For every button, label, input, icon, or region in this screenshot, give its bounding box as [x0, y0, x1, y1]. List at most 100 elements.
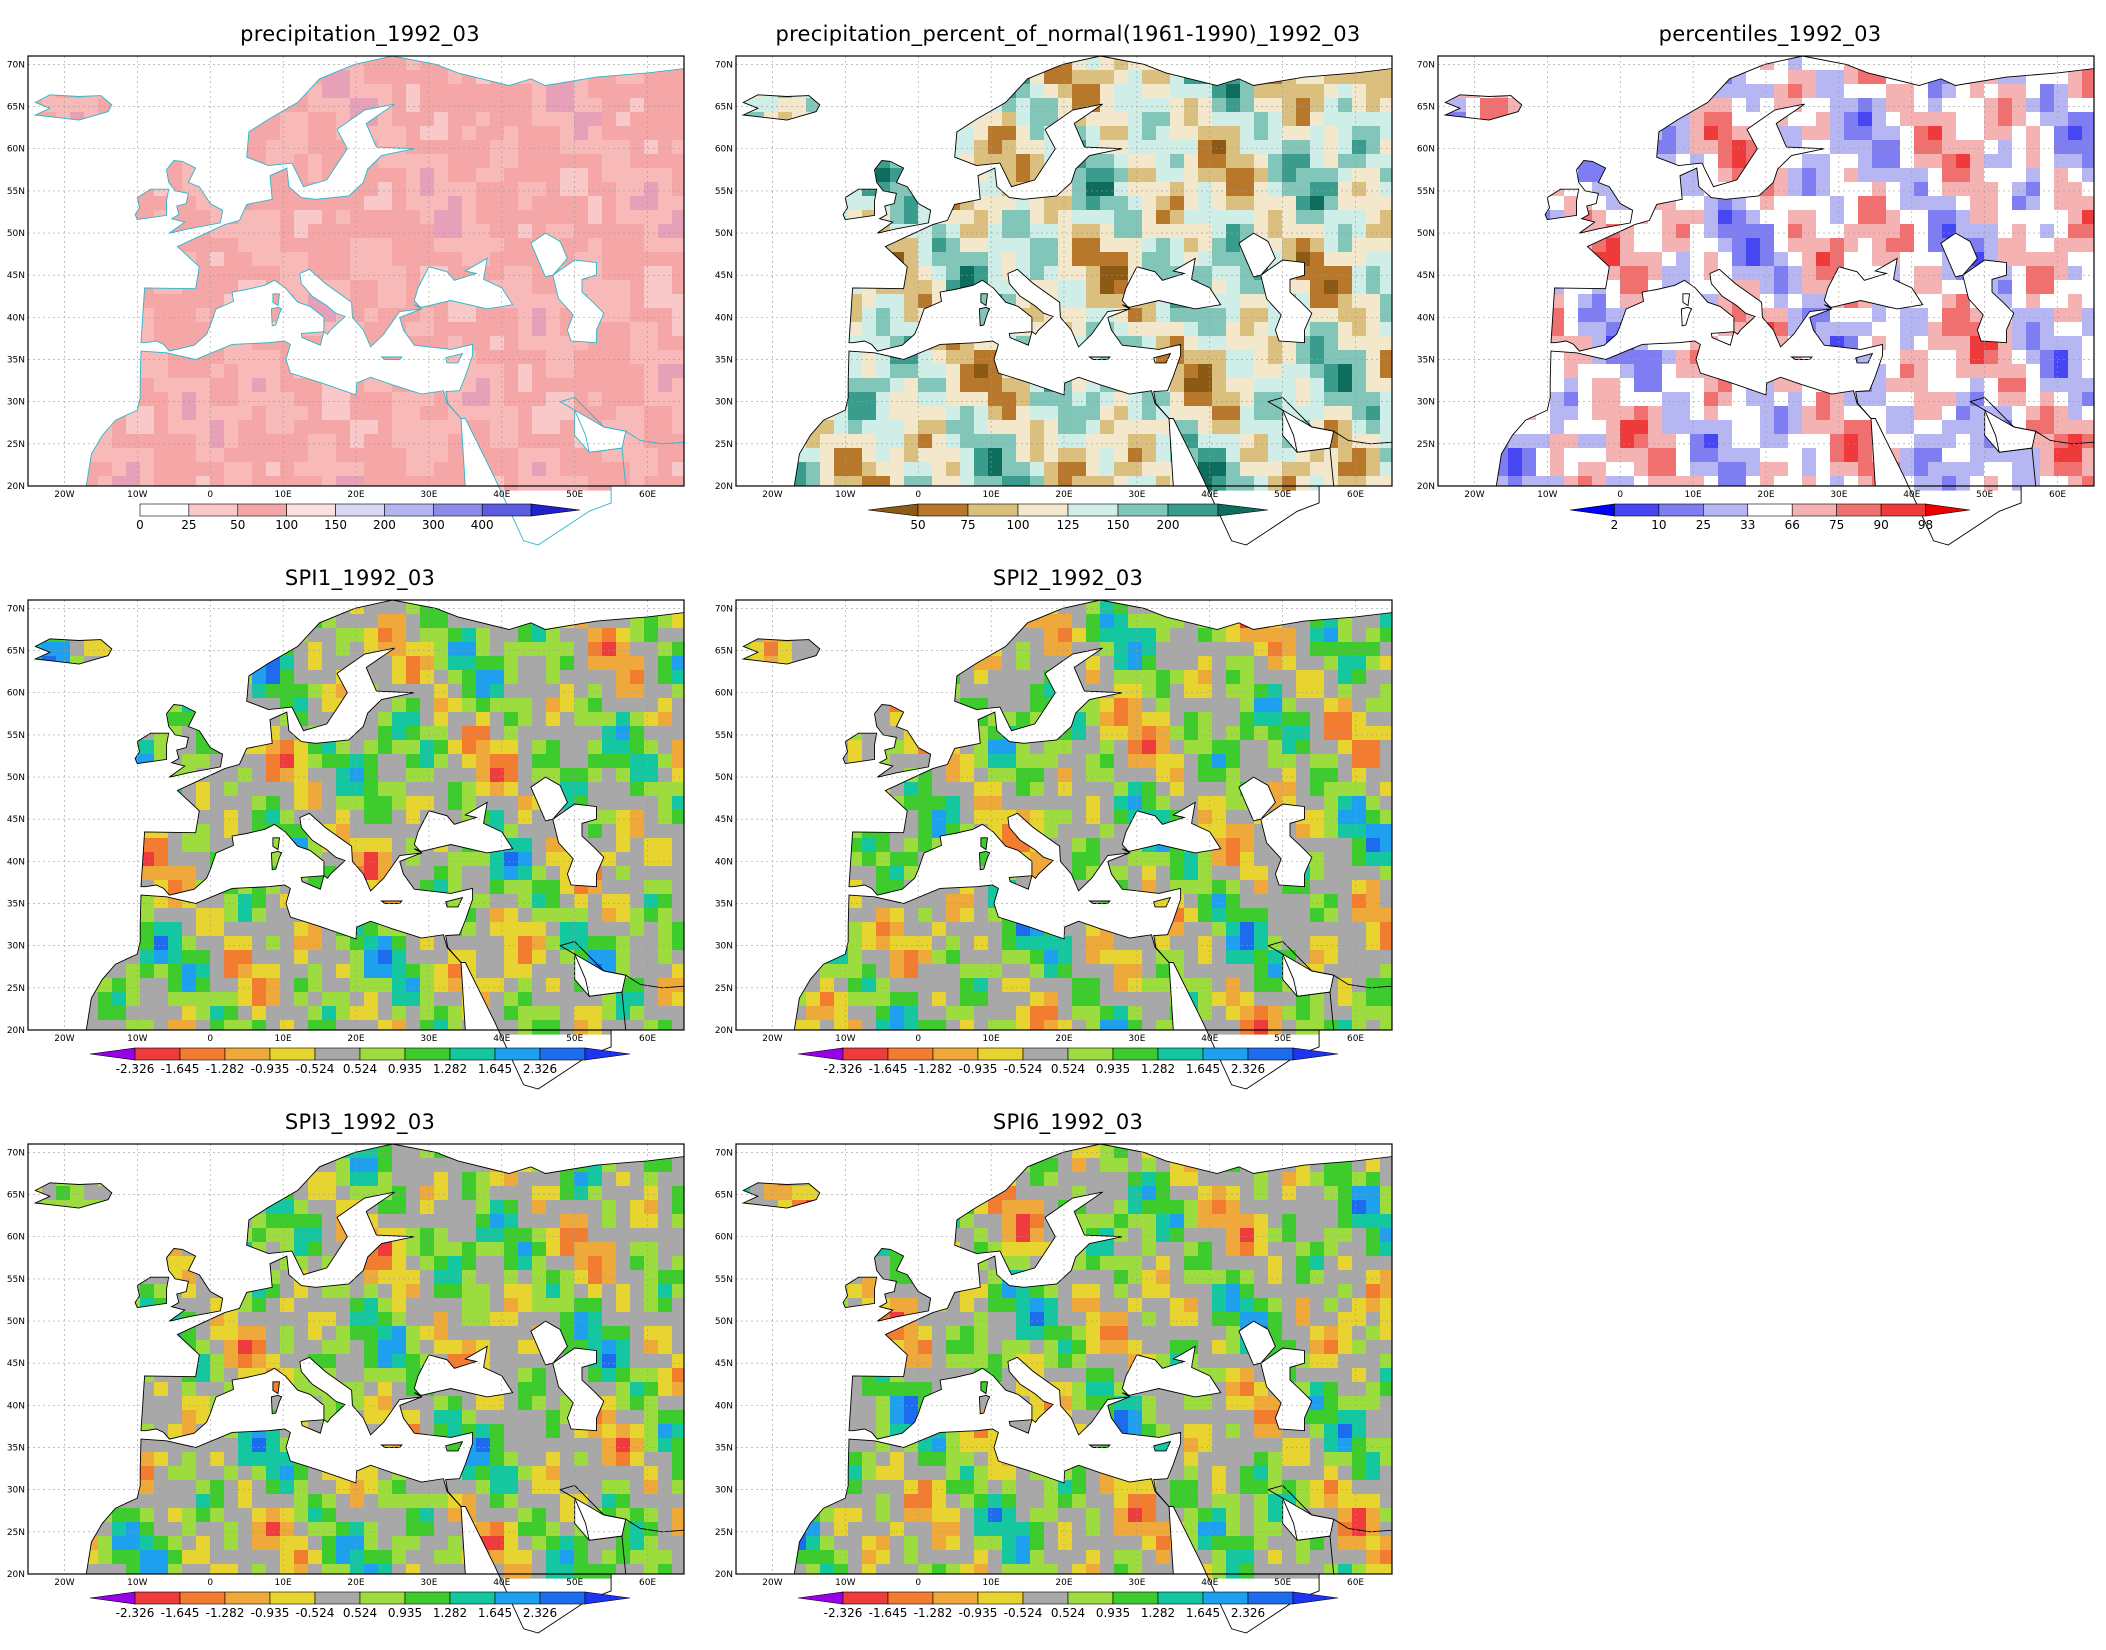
- colorbar-arrow-left: [798, 1592, 843, 1604]
- lat-tick-label: 40N: [7, 1401, 25, 1411]
- colorbar-tick-label: -0.524: [1004, 1606, 1043, 1620]
- lat-tick-label: 65N: [715, 1191, 733, 1201]
- lat-tick-label: 60N: [7, 1233, 25, 1243]
- colorbar-arrow-right: [585, 1592, 630, 1604]
- colorbar-segment: [1068, 1592, 1113, 1604]
- lat-tick-label: 25N: [715, 1528, 733, 1538]
- colorbar-arrow-right: [1293, 1048, 1338, 1060]
- lat-tick-label: 30N: [7, 942, 25, 952]
- lon-tick-label: 10E: [983, 490, 1000, 500]
- colorbar-tick-label: -1.645: [161, 1062, 200, 1076]
- colorbar-tick-label: -0.935: [251, 1606, 290, 1620]
- lat-tick-label: 55N: [1417, 187, 1435, 197]
- lon-tick-label: 30E: [420, 1578, 437, 1588]
- colorbar-segment: [270, 1592, 315, 1604]
- lon-tick-label: 20W: [54, 1578, 74, 1588]
- lat-tick-label: 50N: [7, 1317, 25, 1327]
- colorbar-arrow-right: [1293, 1592, 1338, 1604]
- colorbar-arrow-right: [531, 504, 580, 516]
- colorbar-tick-label: 50: [910, 518, 925, 532]
- colorbar-arrow-left: [798, 1048, 843, 1060]
- colorbar-segment: [495, 1048, 540, 1060]
- colorbar-tick-label: 0.524: [343, 1062, 377, 1076]
- colorbar-tick-label: 1.282: [433, 1606, 467, 1620]
- lat-tick-label: 35N: [7, 900, 25, 910]
- colorbar-segment: [1748, 504, 1792, 516]
- colorbar-tick-label: 150: [1107, 518, 1130, 532]
- lat-tick-label: 50N: [715, 1317, 733, 1327]
- lat-tick-label: 60N: [7, 145, 25, 155]
- colorbar-segment: [336, 504, 385, 516]
- lat-tick-label: 70N: [7, 1148, 25, 1158]
- lat-tick-label: 60N: [715, 689, 733, 699]
- lat-tick-label: 35N: [7, 356, 25, 366]
- colorbar-tick-label: -2.326: [824, 1062, 863, 1076]
- lat-tick-label: 20N: [7, 482, 25, 492]
- colorbar-segment: [1158, 1592, 1203, 1604]
- lat-tick-label: 70N: [715, 604, 733, 614]
- lat-tick-label: 45N: [715, 1359, 733, 1369]
- lat-tick-label: 45N: [715, 815, 733, 825]
- lon-tick-label: 10W: [127, 1034, 147, 1044]
- colorbar-arrow-left: [90, 1592, 135, 1604]
- lat-tick-label: 45N: [1417, 271, 1435, 281]
- lat-tick-label: 55N: [7, 1275, 25, 1285]
- lon-tick-label: 20E: [347, 1578, 364, 1588]
- colorbar-segment: [1113, 1048, 1158, 1060]
- lat-tick-label: 30N: [7, 398, 25, 408]
- lon-tick-label: 10E: [983, 1034, 1000, 1044]
- colorbar-segment: [180, 1048, 225, 1060]
- lon-tick-label: 0: [915, 1034, 921, 1044]
- colorbar-tick-label: -1.645: [161, 1606, 200, 1620]
- colorbar-tick-label: -0.935: [959, 1606, 998, 1620]
- colorbar-segment: [1614, 504, 1658, 516]
- lat-tick-label: 30N: [715, 398, 733, 408]
- lon-tick-label: 10W: [835, 1034, 855, 1044]
- lon-tick-label: 30E: [1128, 1034, 1145, 1044]
- lat-tick-label: 25N: [7, 440, 25, 450]
- colorbar-segment: [843, 1048, 888, 1060]
- colorbar-tick-label: 1.645: [1186, 1606, 1220, 1620]
- colorbar-segment: [1203, 1048, 1248, 1060]
- lon-tick-label: 50E: [566, 1578, 583, 1588]
- lon-tick-label: 10E: [275, 1034, 292, 1044]
- lat-tick-label: 35N: [1417, 356, 1435, 366]
- lat-tick-label: 40N: [715, 1401, 733, 1411]
- lat-tick-label: 55N: [7, 731, 25, 741]
- colorbar-segment: [315, 1592, 360, 1604]
- lat-tick-label: 40N: [7, 313, 25, 323]
- colorbar-tick-label: -1.282: [914, 1606, 953, 1620]
- colorbar-arrow-left: [1570, 504, 1614, 516]
- lat-tick-label: 25N: [7, 984, 25, 994]
- lon-tick-label: 0: [915, 490, 921, 500]
- lat-tick-label: 50N: [715, 773, 733, 783]
- colorbar-segment: [1703, 504, 1747, 516]
- colorbar-segment: [888, 1048, 933, 1060]
- colorbar-segment: [1113, 1592, 1158, 1604]
- colorbar-segment: [1118, 504, 1168, 516]
- colorbar-segment: [238, 504, 287, 516]
- colorbar-tick-label: 1.645: [478, 1062, 512, 1076]
- lat-tick-label: 50N: [715, 229, 733, 239]
- colorbar-tick-label: 150: [324, 518, 347, 532]
- lon-tick-label: 10W: [127, 1578, 147, 1588]
- lat-tick-label: 50N: [7, 773, 25, 783]
- colorbar-tick-label: 0.935: [1096, 1062, 1130, 1076]
- colorbar-tick-label: 2.326: [1231, 1062, 1265, 1076]
- lat-tick-label: 40N: [715, 313, 733, 323]
- lon-tick-label: 20E: [347, 490, 364, 500]
- colorbar-segment: [1792, 504, 1836, 516]
- colorbar-tick-label: -0.524: [296, 1606, 335, 1620]
- lon-tick-label: 0: [1617, 490, 1623, 500]
- colorbar-segment: [180, 1592, 225, 1604]
- lat-tick-label: 65N: [1417, 103, 1435, 113]
- colorbar-tick-label: 300: [422, 518, 445, 532]
- colorbar-tick-label: 33: [1740, 518, 1755, 532]
- lat-tick-label: 65N: [715, 647, 733, 657]
- colorbar-segment: [135, 1592, 180, 1604]
